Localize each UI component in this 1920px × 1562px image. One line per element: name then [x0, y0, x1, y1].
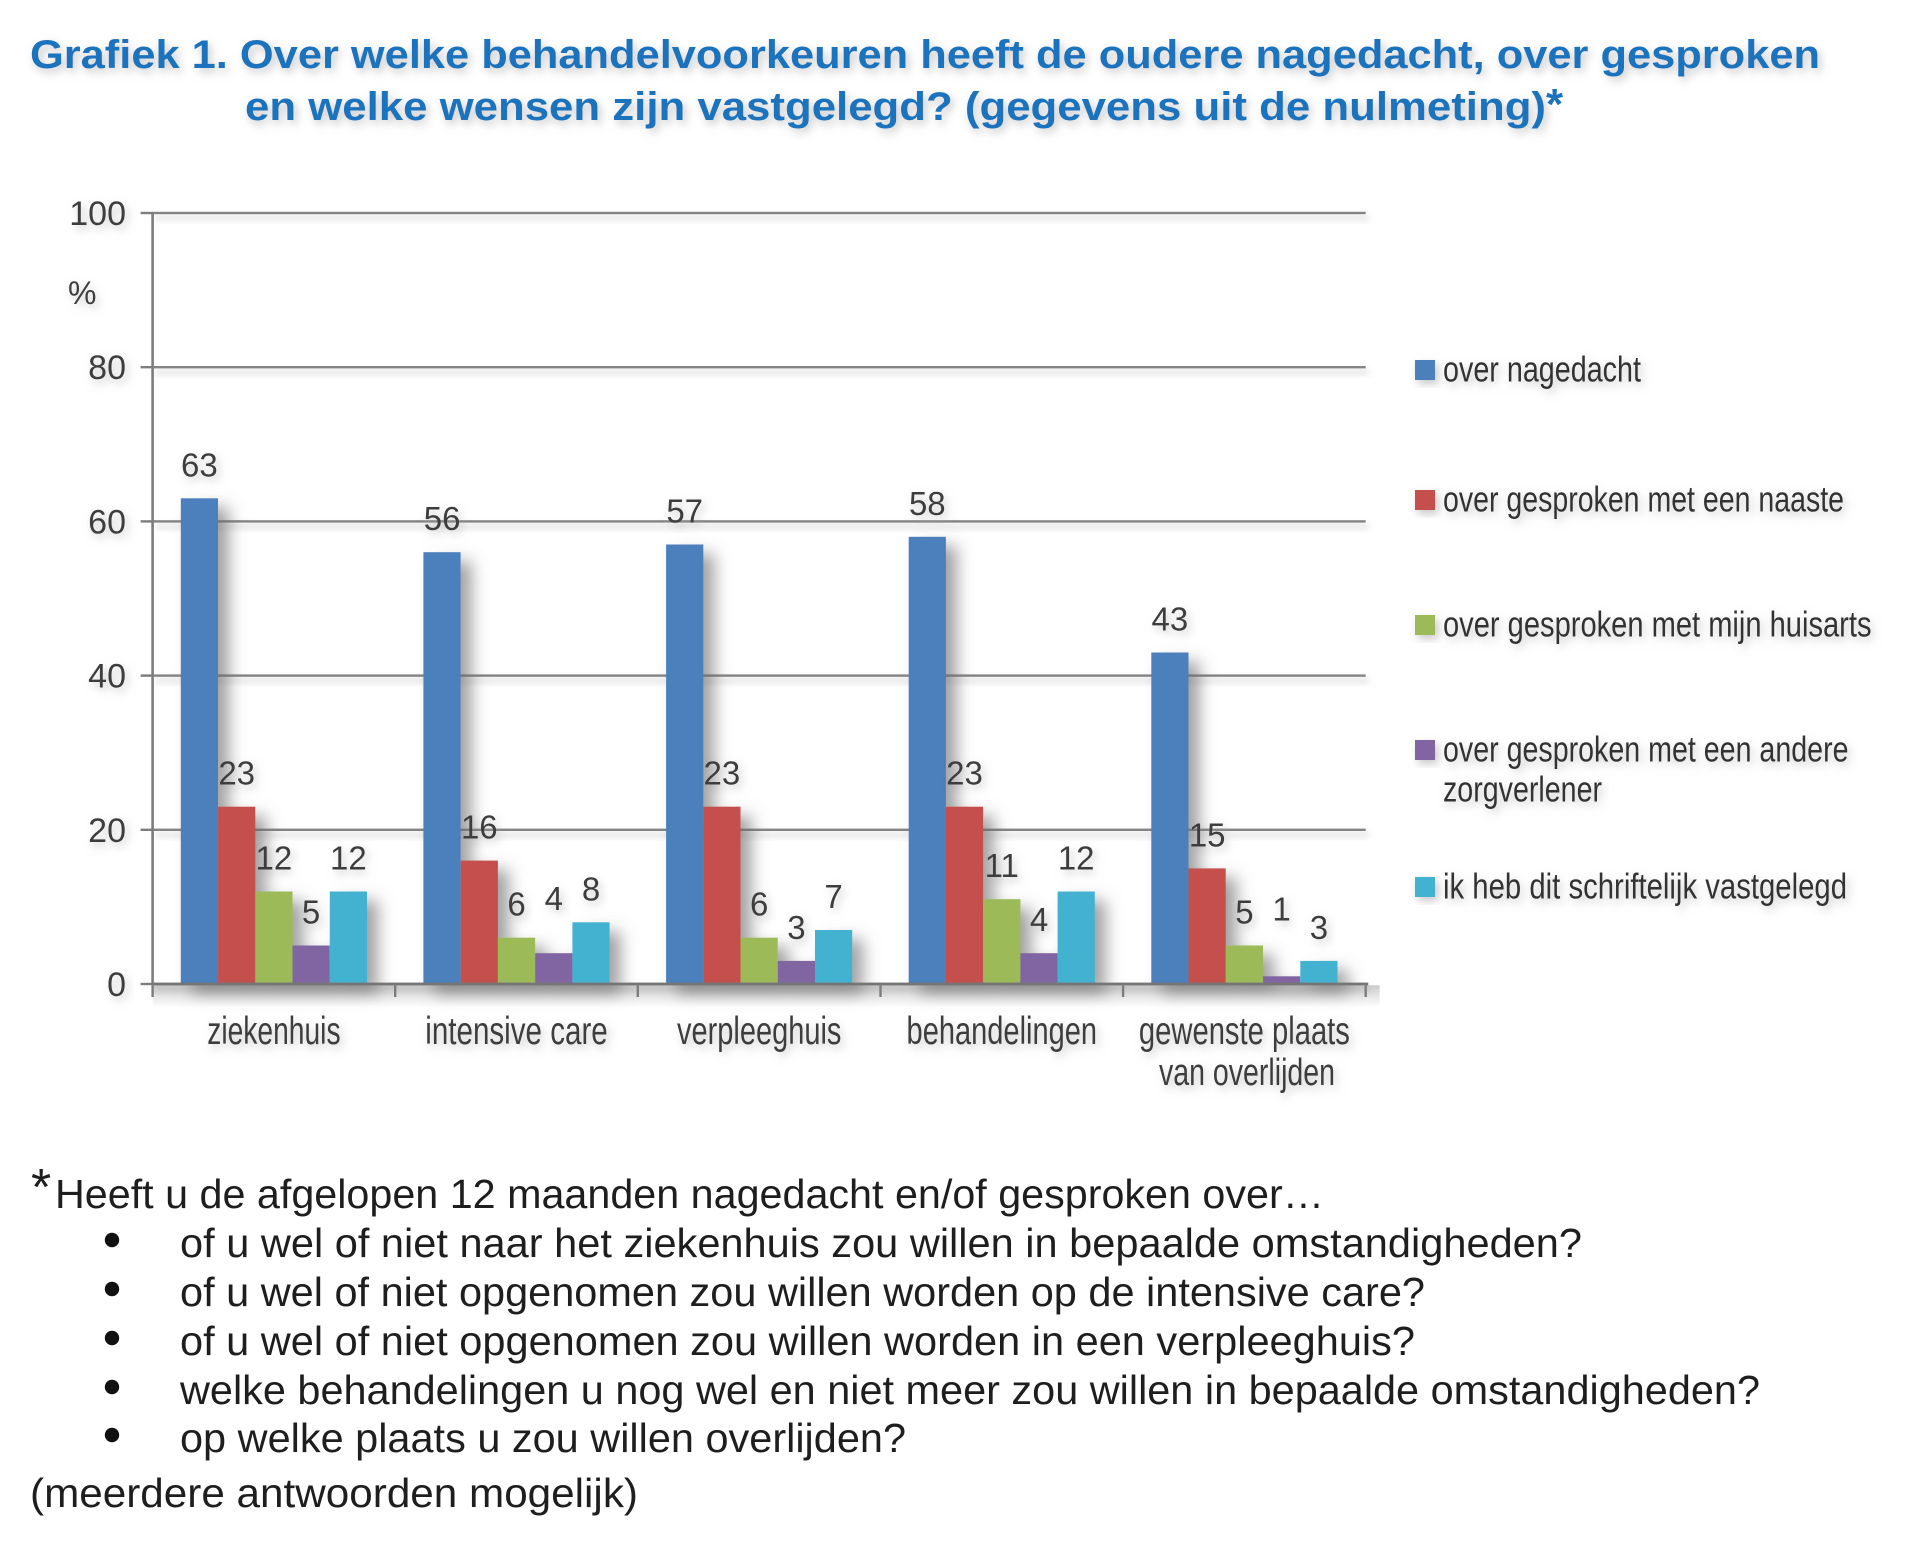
- svg-text:5: 5: [1235, 894, 1253, 931]
- svg-text:43: 43: [1152, 601, 1189, 638]
- svg-text:welke behandelingen u nog wel: welke behandelingen u nog wel en niet me…: [179, 1367, 1760, 1413]
- svg-text:over gesproken met een naaste: over gesproken met een naaste: [1443, 479, 1844, 520]
- svg-text:Heeft u de afgelopen 12 maande: Heeft u de afgelopen 12 maanden nagedach…: [55, 1171, 1324, 1217]
- svg-text:23: 23: [218, 755, 255, 792]
- svg-text:16: 16: [461, 809, 498, 846]
- svg-text:ziekenhuis: ziekenhuis: [207, 1010, 340, 1053]
- svg-text:van overlijden: van overlijden: [1159, 1052, 1335, 1094]
- svg-text:1: 1: [1272, 890, 1290, 927]
- svg-text:12: 12: [1058, 840, 1095, 877]
- svg-text:Grafiek 1. Over welke behandel: Grafiek 1. Over welke behandelvoorkeuren…: [30, 33, 1820, 77]
- svg-text:*: *: [1546, 80, 1564, 129]
- svg-text:over gesproken met een andere: over gesproken met een andere: [1443, 729, 1849, 770]
- svg-text:100: 100: [69, 195, 126, 233]
- svg-text:15: 15: [1189, 816, 1226, 853]
- svg-text:gewenste plaats: gewenste plaats: [1139, 1010, 1350, 1053]
- svg-text:4: 4: [1030, 901, 1048, 938]
- svg-text:57: 57: [666, 493, 703, 530]
- svg-text:20: 20: [88, 812, 126, 850]
- svg-text:ik heb dit schriftelijk vastge: ik heb dit schriftelijk vastgelegd: [1443, 866, 1847, 907]
- svg-text:23: 23: [946, 755, 983, 792]
- svg-text:12: 12: [330, 840, 367, 877]
- svg-text:verpleeghuis: verpleeghuis: [677, 1010, 841, 1053]
- svg-text:60: 60: [88, 503, 126, 541]
- svg-text:12: 12: [256, 840, 293, 877]
- svg-text:23: 23: [704, 755, 741, 792]
- svg-text:63: 63: [181, 446, 218, 483]
- svg-text:5: 5: [302, 894, 320, 931]
- svg-text:3: 3: [1310, 909, 1328, 946]
- svg-text:6: 6: [507, 886, 525, 923]
- svg-text:over gesproken met mijn huisar: over gesproken met mijn huisarts: [1443, 604, 1872, 645]
- svg-text:(meerdere antwoorden mogelijk): (meerdere antwoorden mogelijk): [30, 1470, 638, 1516]
- svg-text:4: 4: [545, 880, 563, 917]
- svg-text:40: 40: [88, 658, 126, 696]
- svg-text:of u wel of niet naar het ziek: of u wel of niet naar het ziekenhuis zou…: [180, 1220, 1582, 1266]
- svg-text:zorgverlener: zorgverlener: [1443, 769, 1602, 810]
- svg-text:*: *: [31, 1159, 51, 1217]
- svg-text:of u wel of niet opgenomen zou: of u wel of niet opgenomen zou willen wo…: [180, 1269, 1425, 1315]
- svg-text:11: 11: [985, 847, 1019, 884]
- svg-text:of u wel of niet opgenomen zou: of u wel of niet opgenomen zou willen wo…: [180, 1318, 1415, 1364]
- svg-text:7: 7: [824, 878, 842, 915]
- svg-text:0: 0: [107, 966, 126, 1004]
- svg-text:58: 58: [909, 485, 946, 522]
- svg-text:en welke wensen zijn vastgeleg: en welke wensen zijn vastgelegd? (gegeve…: [245, 85, 1546, 129]
- svg-text:op welke plaats u zou willen o: op welke plaats u zou willen overlijden?: [180, 1415, 906, 1461]
- svg-text:over nagedacht: over nagedacht: [1443, 349, 1641, 390]
- svg-text:56: 56: [424, 500, 461, 537]
- svg-text:8: 8: [582, 870, 600, 907]
- svg-text:%: %: [68, 275, 96, 311]
- svg-text:intensive care: intensive care: [425, 1010, 608, 1053]
- svg-text:3: 3: [787, 909, 805, 946]
- svg-text:80: 80: [88, 349, 126, 387]
- svg-text:6: 6: [750, 886, 768, 923]
- svg-text:behandelingen: behandelingen: [907, 1010, 1098, 1053]
